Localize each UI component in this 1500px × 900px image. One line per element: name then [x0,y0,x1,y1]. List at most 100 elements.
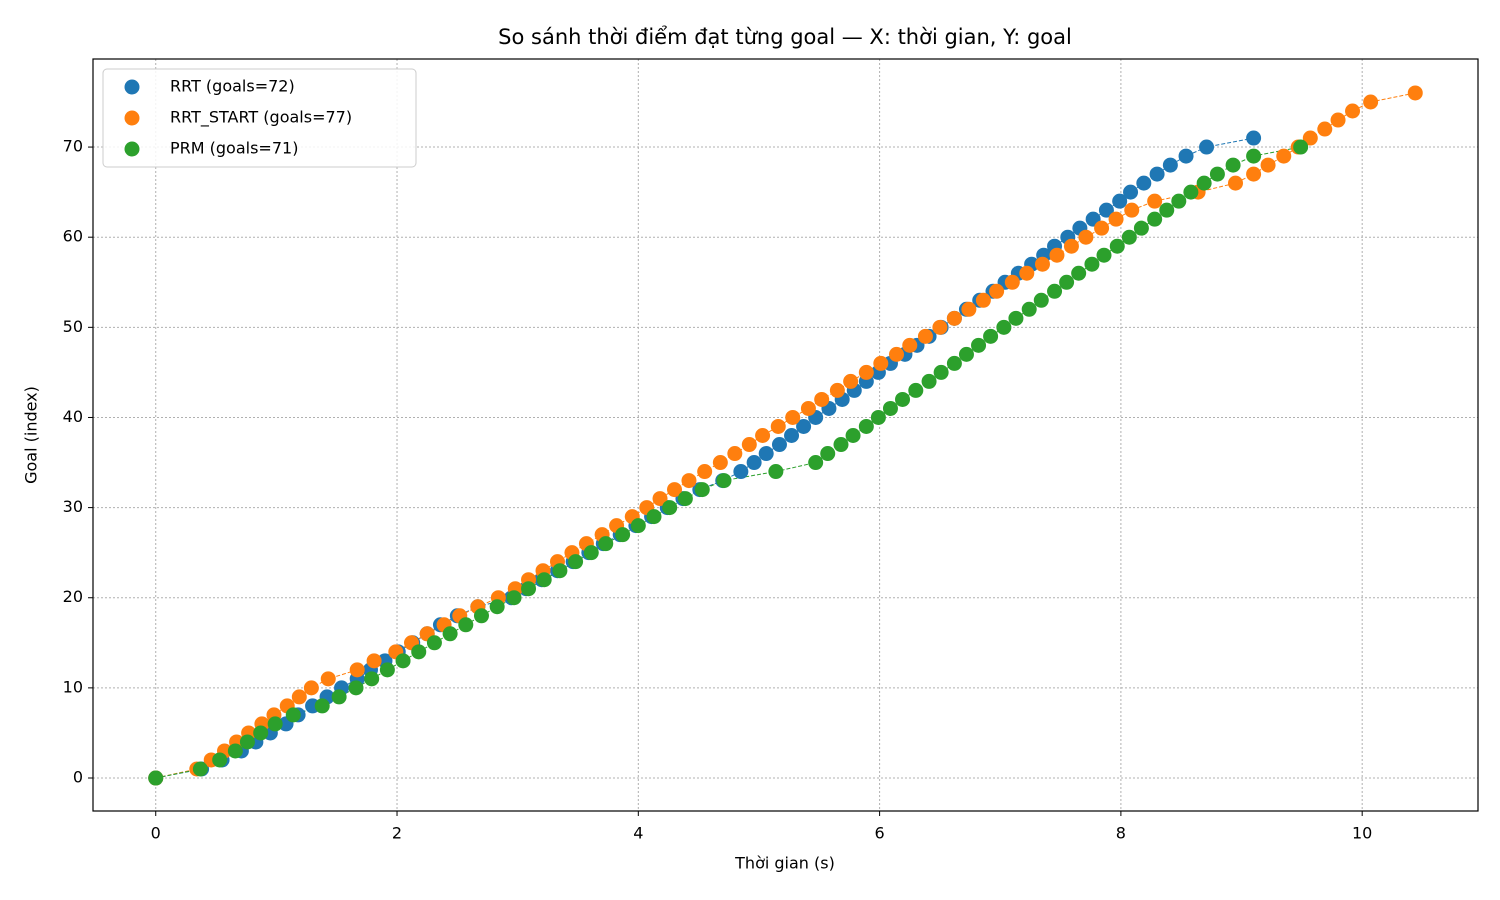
point [314,698,330,714]
point [1246,130,1262,146]
y-tick-label: 50 [63,317,83,336]
legend-marker [124,141,140,157]
point [1225,157,1241,173]
point [833,437,849,453]
legend-label: PRM (goals=71) [170,139,298,158]
point [712,455,728,471]
point [908,382,924,398]
point [694,482,710,498]
point [983,328,999,344]
x-tick-label: 4 [633,824,643,843]
point [873,355,889,371]
point [411,644,427,660]
legend: RRT (goals=72) RRT_START (goals=77) PRM (g… [102,68,417,168]
point [902,337,918,353]
point [741,437,757,453]
point [652,491,668,507]
point [598,536,614,552]
point [379,662,395,678]
point [552,563,568,579]
point [882,400,898,416]
y-tick-label: 70 [63,137,83,156]
point [1004,274,1020,290]
point [1021,301,1037,317]
point [1171,193,1187,209]
point [615,527,631,543]
series-line [155,92,1416,779]
point [796,418,812,434]
point [331,689,347,705]
point [1109,238,1125,254]
point [770,418,786,434]
point [1159,202,1175,218]
point [843,373,859,389]
point [1096,247,1112,263]
point [1071,265,1087,281]
point [426,635,442,651]
point [349,662,365,678]
point [917,328,933,344]
point [1260,157,1276,173]
point [291,689,307,705]
point [1136,175,1152,191]
point [1078,229,1094,245]
point [364,671,380,687]
point [921,373,937,389]
point [961,301,977,317]
point [1149,166,1165,182]
point [536,572,552,588]
point [1049,247,1065,263]
point [1147,193,1163,209]
y-tick-label: 30 [63,497,83,516]
point [1209,166,1225,182]
point [1183,184,1199,200]
point [1123,184,1139,200]
point [1047,283,1063,299]
point [716,473,732,489]
x-tick-label: 10 [1352,824,1372,843]
point [1108,211,1124,227]
point [303,680,319,696]
point [267,716,283,732]
point [1246,148,1262,164]
point [971,337,987,353]
legend-marker [124,110,140,126]
point [1199,139,1215,155]
point [858,364,874,380]
point [348,680,364,696]
point [758,446,774,462]
point [870,409,886,425]
point [1317,121,1333,137]
x-tick-label: 8 [1116,824,1126,843]
point [662,500,678,516]
plot-frame [92,58,1479,812]
point [771,437,787,453]
point [1330,112,1346,128]
point [489,599,505,615]
point [888,346,904,362]
x-tick-label: 6 [875,824,885,843]
point [253,725,269,741]
point [1059,274,1075,290]
point [946,355,962,371]
point [212,752,228,768]
point [800,400,816,416]
point [820,446,836,462]
point [1162,157,1178,173]
legend-label: RRT (goals=72) [170,77,295,96]
point [808,455,824,471]
legend-box [102,68,417,168]
point [895,391,911,407]
point [845,427,861,443]
point [1094,220,1110,236]
point [630,518,646,534]
point [192,761,208,777]
point [1407,85,1423,101]
y-tick-label: 40 [63,407,83,426]
chart-title: So sánh thời điểm đạt từng goal — X: thờ… [498,25,1072,49]
point [946,310,962,326]
point [227,743,243,759]
point [521,581,537,597]
point [681,473,697,489]
